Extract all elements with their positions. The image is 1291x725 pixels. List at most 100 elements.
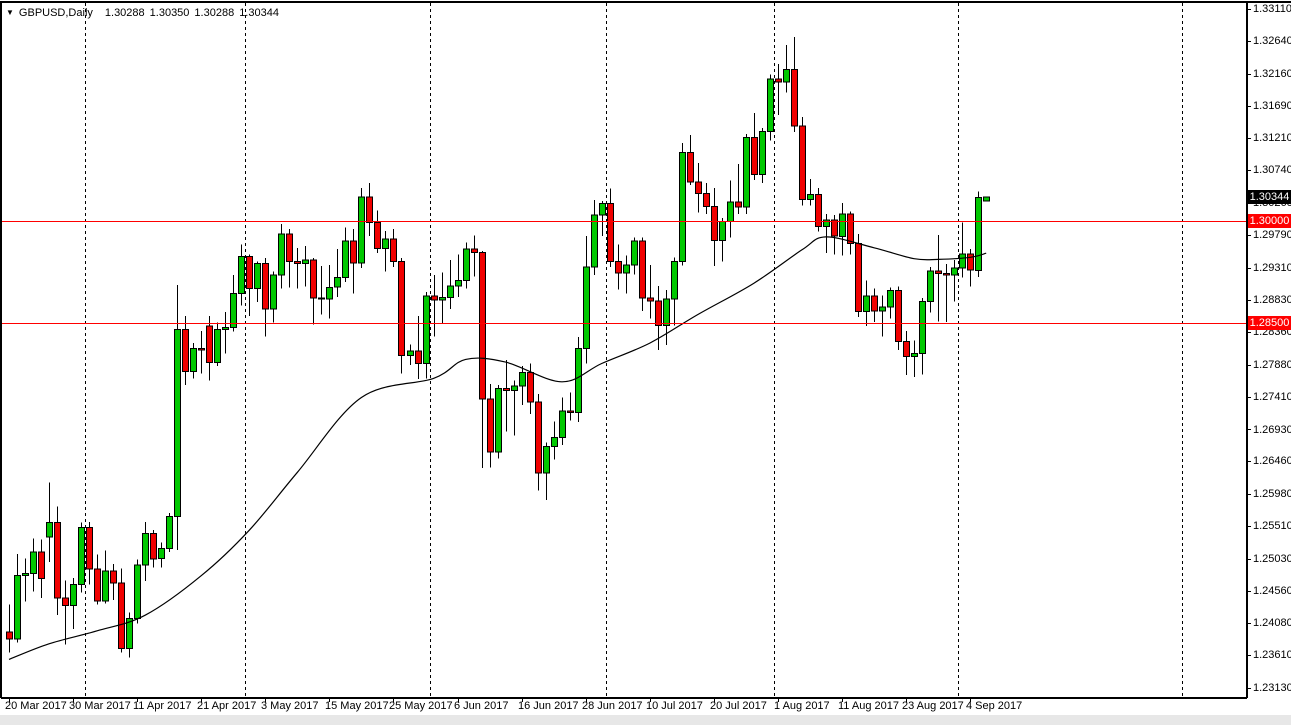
- symbol-dropdown-icon[interactable]: ▼: [6, 7, 14, 17]
- candle: [294, 247, 301, 289]
- candle: [222, 311, 229, 354]
- candle: [30, 538, 37, 592]
- candle: [967, 249, 974, 287]
- candle: [879, 295, 886, 337]
- bull-candle-body: [823, 219, 830, 228]
- candle: [310, 258, 317, 325]
- candle: [583, 236, 590, 364]
- bull-candle-body: [278, 233, 285, 276]
- candle: [254, 261, 261, 303]
- candle: [599, 200, 606, 237]
- bear-candle-body: [703, 192, 710, 207]
- date-axis-label: 21 Apr 2017: [197, 700, 257, 712]
- candle: [206, 315, 213, 381]
- bull-candle-body: [158, 548, 165, 560]
- bull-candle-body: [342, 240, 349, 279]
- candle: [238, 244, 245, 306]
- bull-candle-body: [254, 263, 261, 290]
- price-axis-label: 1.29790: [1253, 228, 1291, 241]
- price-axis-label: 1.31210: [1253, 132, 1291, 145]
- candle: [935, 234, 942, 322]
- candle: [22, 558, 29, 602]
- bull-candle-body: [190, 348, 197, 373]
- date-axis[interactable]: 20 Mar 2017 30 Mar 2017 11 Apr 2017 21 Apr …: [0, 699, 1291, 715]
- bull-candle-body: [230, 292, 237, 328]
- bull-candle-body: [975, 197, 982, 271]
- date-axis-label: 20 Mar 2017: [5, 700, 67, 712]
- candle: [815, 187, 822, 232]
- date-axis-label: 11 Apr 2017: [133, 700, 192, 712]
- bull-candle-body: [302, 259, 309, 265]
- bull-candle-body: [519, 371, 526, 387]
- bear-candle-body: [110, 570, 117, 584]
- candle: [783, 45, 790, 93]
- candle: [214, 322, 221, 367]
- price-axis-label: 1.32640: [1253, 35, 1291, 47]
- quote-bar: ▼ GBPUSD,Daily 1.30288 1.30350 1.30288 1…: [6, 6, 284, 20]
- bear-candle-body: [479, 252, 486, 400]
- candle: [182, 315, 189, 386]
- bull-candle-body: [959, 253, 966, 269]
- bear-candle-body: [535, 401, 542, 474]
- candle: [735, 164, 742, 214]
- candle: [190, 343, 197, 379]
- candle: [959, 222, 966, 278]
- candle: [943, 264, 950, 322]
- bull-candle-body: [559, 410, 566, 439]
- quote-close: 1.30344: [239, 7, 279, 19]
- candle: [134, 559, 141, 624]
- candle: [350, 228, 357, 294]
- date-axis-label: 1 Aug 2017: [774, 700, 830, 712]
- candle: [983, 196, 990, 202]
- bear-candle-body: [655, 300, 662, 326]
- bull-candle-body: [463, 248, 470, 281]
- price-axis-label: 1.32160: [1253, 67, 1291, 80]
- bull-candle-body: [879, 306, 886, 312]
- date-axis-label: 4 Sep 2017: [966, 700, 1023, 712]
- bear-candle-body: [206, 325, 213, 364]
- candle: [431, 275, 438, 337]
- bear-candle-body: [150, 533, 157, 560]
- candle: [951, 260, 958, 302]
- candle: [407, 344, 414, 365]
- date-axis-label: 28 Jun 2017: [582, 700, 643, 712]
- candle: [14, 554, 21, 643]
- candle: [511, 380, 518, 436]
- bull-candle-body: [671, 260, 678, 300]
- candle: [70, 577, 77, 629]
- bear-candle-body: [415, 350, 422, 364]
- bear-candle-body: [118, 582, 125, 650]
- bear-candle-body: [791, 69, 798, 127]
- candle: [447, 260, 454, 309]
- bear-candle-body: [855, 243, 862, 313]
- candle: [230, 275, 237, 332]
- price-axis-label: 1.30740: [1253, 164, 1291, 177]
- bear-candle-body: [318, 297, 325, 300]
- candle: [278, 224, 285, 289]
- candle: [471, 235, 478, 277]
- bear-candle-body: [831, 219, 838, 237]
- bull-candle-body: [583, 266, 590, 349]
- bull-candle-body: [575, 348, 582, 413]
- candle: [479, 251, 486, 469]
- price-axis-label: 1.25510: [1253, 520, 1291, 533]
- bull-candle-body: [30, 551, 37, 575]
- candle: [727, 180, 734, 238]
- bull-candle-body: [214, 328, 221, 364]
- level-price-tag-1.30000: 1.30000: [1248, 214, 1291, 228]
- price-axis[interactable]: 1.33110 1.32640 1.32160 1.31690 1.31210 1.307…: [1248, 0, 1291, 698]
- bull-candle-body: [238, 256, 245, 294]
- bear-candle-body: [647, 297, 654, 302]
- candle: [751, 113, 758, 180]
- date-axis-label: 6 Jun 2017: [454, 700, 509, 712]
- bear-candle-body: [38, 551, 45, 579]
- candle: [807, 179, 814, 206]
- bull-candle-body: [511, 385, 518, 392]
- bull-candle-body: [927, 270, 934, 302]
- candle: [591, 200, 598, 275]
- candle: [623, 255, 630, 294]
- bear-candle-body: [198, 348, 205, 351]
- candle: [711, 187, 718, 267]
- candle: [567, 392, 574, 421]
